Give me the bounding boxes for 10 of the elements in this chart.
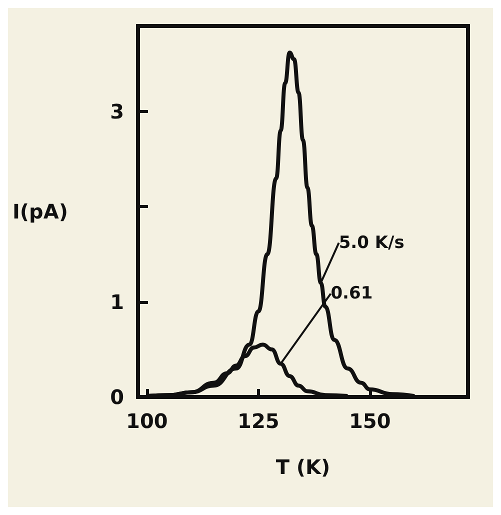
y-tick-label: 3 — [110, 100, 124, 124]
y-tick-label: 0 — [110, 385, 124, 409]
annotation: 5.0 K/s — [338, 232, 404, 253]
annotation: 0.61 — [330, 284, 373, 304]
y-tick-label: 1 — [110, 290, 124, 314]
x-tick-label: 125 — [238, 409, 280, 433]
x-tick-label: 100 — [126, 409, 168, 433]
x-tick-label: 150 — [349, 409, 391, 433]
x-axis-title: T (K) — [276, 455, 330, 479]
y-axis-title: I(pA) — [12, 200, 68, 224]
